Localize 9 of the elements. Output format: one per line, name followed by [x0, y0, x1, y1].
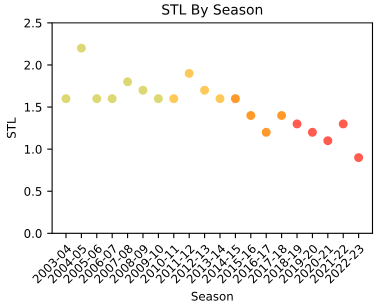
y-tick-label: 2.5 — [24, 18, 42, 28]
y-tick-label: 0.5 — [24, 186, 42, 196]
y-tick-label: 2.0 — [24, 60, 42, 70]
y-tick-label: 0.0 — [24, 229, 42, 238]
chart-title: STL By Season — [162, 4, 262, 18]
y-tick-label: 1.5 — [24, 102, 42, 112]
x-axis-title: Season — [192, 292, 233, 301]
y-tick-label: 1.0 — [24, 144, 42, 154]
y-axis-title: STL — [6, 118, 16, 138]
